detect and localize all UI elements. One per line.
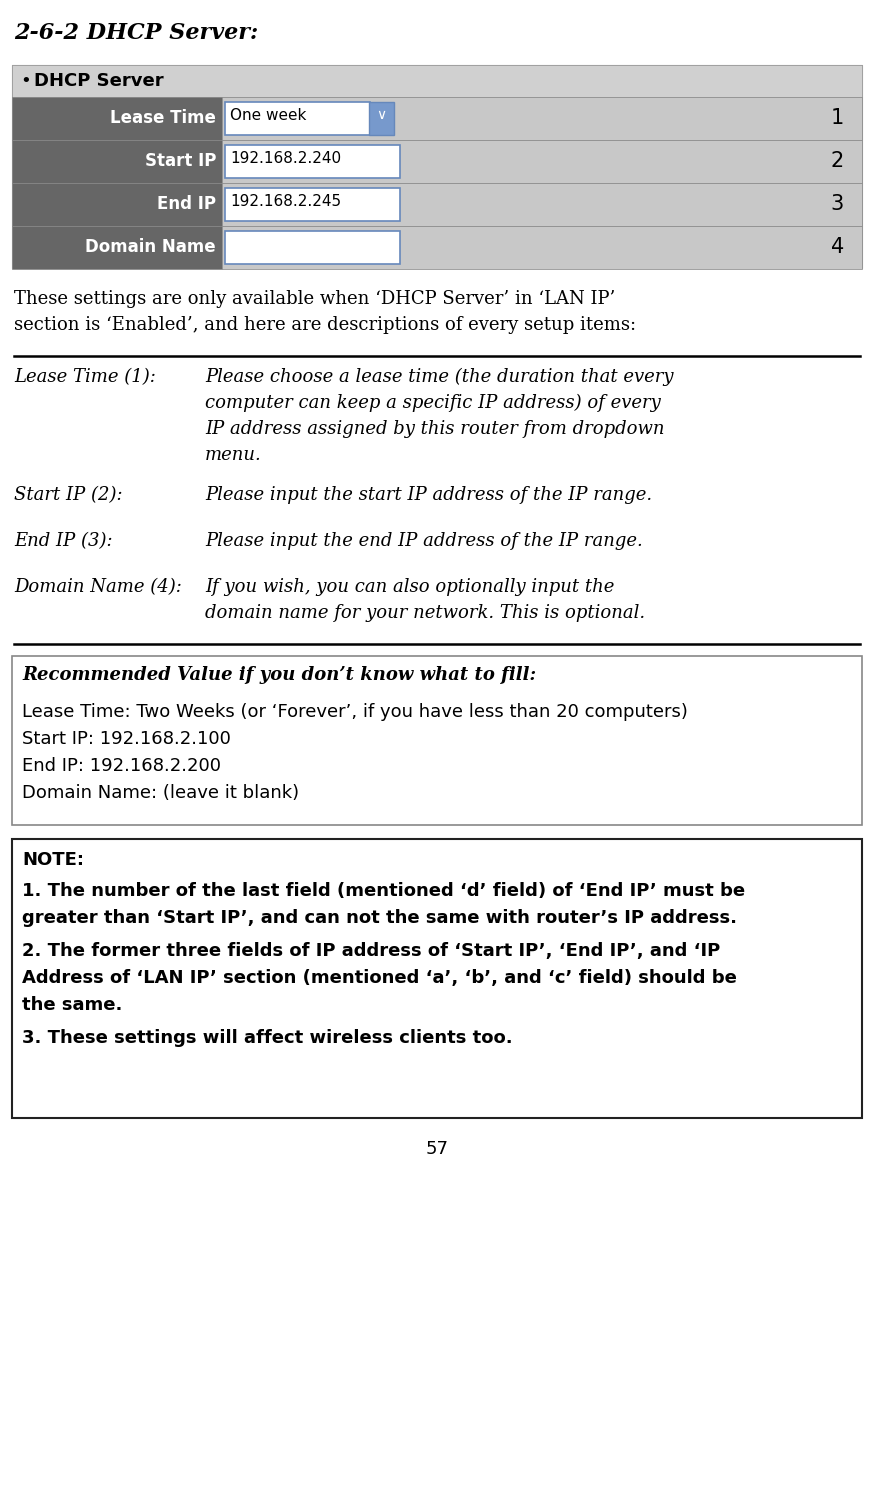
Text: •: • — [20, 71, 31, 91]
Bar — [12, 140, 222, 183]
Text: NOTE:: NOTE: — [22, 851, 84, 869]
Bar — [225, 232, 400, 264]
Text: Please input the start IP address of the IP range.: Please input the start IP address of the… — [205, 486, 652, 503]
Text: Please input the end IP address of the IP range.: Please input the end IP address of the I… — [205, 532, 642, 549]
Text: 2-6-2 DHCP Server:: 2-6-2 DHCP Server: — [14, 22, 258, 45]
Bar — [369, 102, 394, 135]
Text: domain name for your network. This is optional.: domain name for your network. This is op… — [205, 604, 645, 622]
Text: End IP (3):: End IP (3): — [14, 532, 113, 549]
Bar — [12, 97, 222, 140]
Text: computer can keep a specific IP address) of every: computer can keep a specific IP address)… — [205, 394, 661, 413]
Text: End IP: 192.168.2.200: End IP: 192.168.2.200 — [22, 757, 221, 775]
Text: One week: One week — [230, 108, 307, 123]
Text: Recommended Value if you don’t know what to fill:: Recommended Value if you don’t know what… — [22, 665, 536, 685]
Text: Please choose a lease time (the duration that every: Please choose a lease time (the duration… — [205, 368, 674, 386]
Bar — [12, 65, 862, 97]
Text: Domain Name (4):: Domain Name (4): — [14, 578, 182, 595]
Text: 192.168.2.240: 192.168.2.240 — [230, 151, 341, 166]
Text: If you wish, you can also optionally input the: If you wish, you can also optionally inp… — [205, 578, 614, 595]
Text: menu.: menu. — [205, 446, 261, 463]
Text: 4: 4 — [831, 238, 844, 257]
Bar — [12, 226, 222, 269]
Text: Start IP: Start IP — [144, 151, 216, 169]
Text: 192.168.2.245: 192.168.2.245 — [230, 195, 341, 209]
Text: These settings are only available when ‘DHCP Server’ in ‘LAN IP’: These settings are only available when ‘… — [14, 290, 615, 307]
Bar — [222, 140, 862, 183]
Bar — [225, 102, 370, 135]
Text: the same.: the same. — [22, 996, 122, 1014]
Text: 57: 57 — [426, 1140, 448, 1158]
Bar — [225, 189, 400, 221]
Text: DHCP Server: DHCP Server — [34, 71, 163, 91]
Text: Lease Time: Lease Time — [110, 108, 216, 128]
Text: Lease Time: Two Weeks (or ‘Forever’, if you have less than 20 computers): Lease Time: Two Weeks (or ‘Forever’, if … — [22, 702, 688, 722]
Bar — [12, 183, 222, 226]
Text: 1. The number of the last field (mentioned ‘d’ field) of ‘End IP’ must be: 1. The number of the last field (mention… — [22, 882, 746, 900]
Text: 1: 1 — [831, 108, 844, 128]
Bar — [12, 839, 862, 1118]
Text: Start IP: 192.168.2.100: Start IP: 192.168.2.100 — [22, 731, 231, 748]
Text: IP address assigned by this router from dropdown: IP address assigned by this router from … — [205, 420, 664, 438]
Text: Address of ‘LAN IP’ section (mentioned ‘a’, ‘b’, and ‘c’ field) should be: Address of ‘LAN IP’ section (mentioned ‘… — [22, 970, 737, 988]
Text: greater than ‘Start IP’, and can not the same with router’s IP address.: greater than ‘Start IP’, and can not the… — [22, 909, 737, 927]
Text: section is ‘Enabled’, and here are descriptions of every setup items:: section is ‘Enabled’, and here are descr… — [14, 316, 636, 334]
Text: 2. The former three fields of IP address of ‘Start IP’, ‘End IP’, and ‘IP: 2. The former three fields of IP address… — [22, 941, 720, 959]
Text: End IP: End IP — [157, 195, 216, 212]
Bar — [12, 65, 862, 267]
Bar — [222, 183, 862, 226]
Text: Lease Time (1):: Lease Time (1): — [14, 368, 156, 386]
Bar — [12, 656, 862, 826]
Text: ∨: ∨ — [376, 108, 386, 122]
Text: 3: 3 — [831, 195, 844, 214]
Text: Domain Name: (leave it blank): Domain Name: (leave it blank) — [22, 784, 299, 802]
Text: Domain Name: Domain Name — [86, 238, 216, 255]
Bar — [225, 146, 400, 178]
Text: Start IP (2):: Start IP (2): — [14, 486, 122, 503]
Bar — [222, 97, 862, 140]
Text: 2: 2 — [831, 151, 844, 171]
Bar — [222, 226, 862, 269]
Text: 3. These settings will affect wireless clients too.: 3. These settings will affect wireless c… — [22, 1029, 513, 1047]
